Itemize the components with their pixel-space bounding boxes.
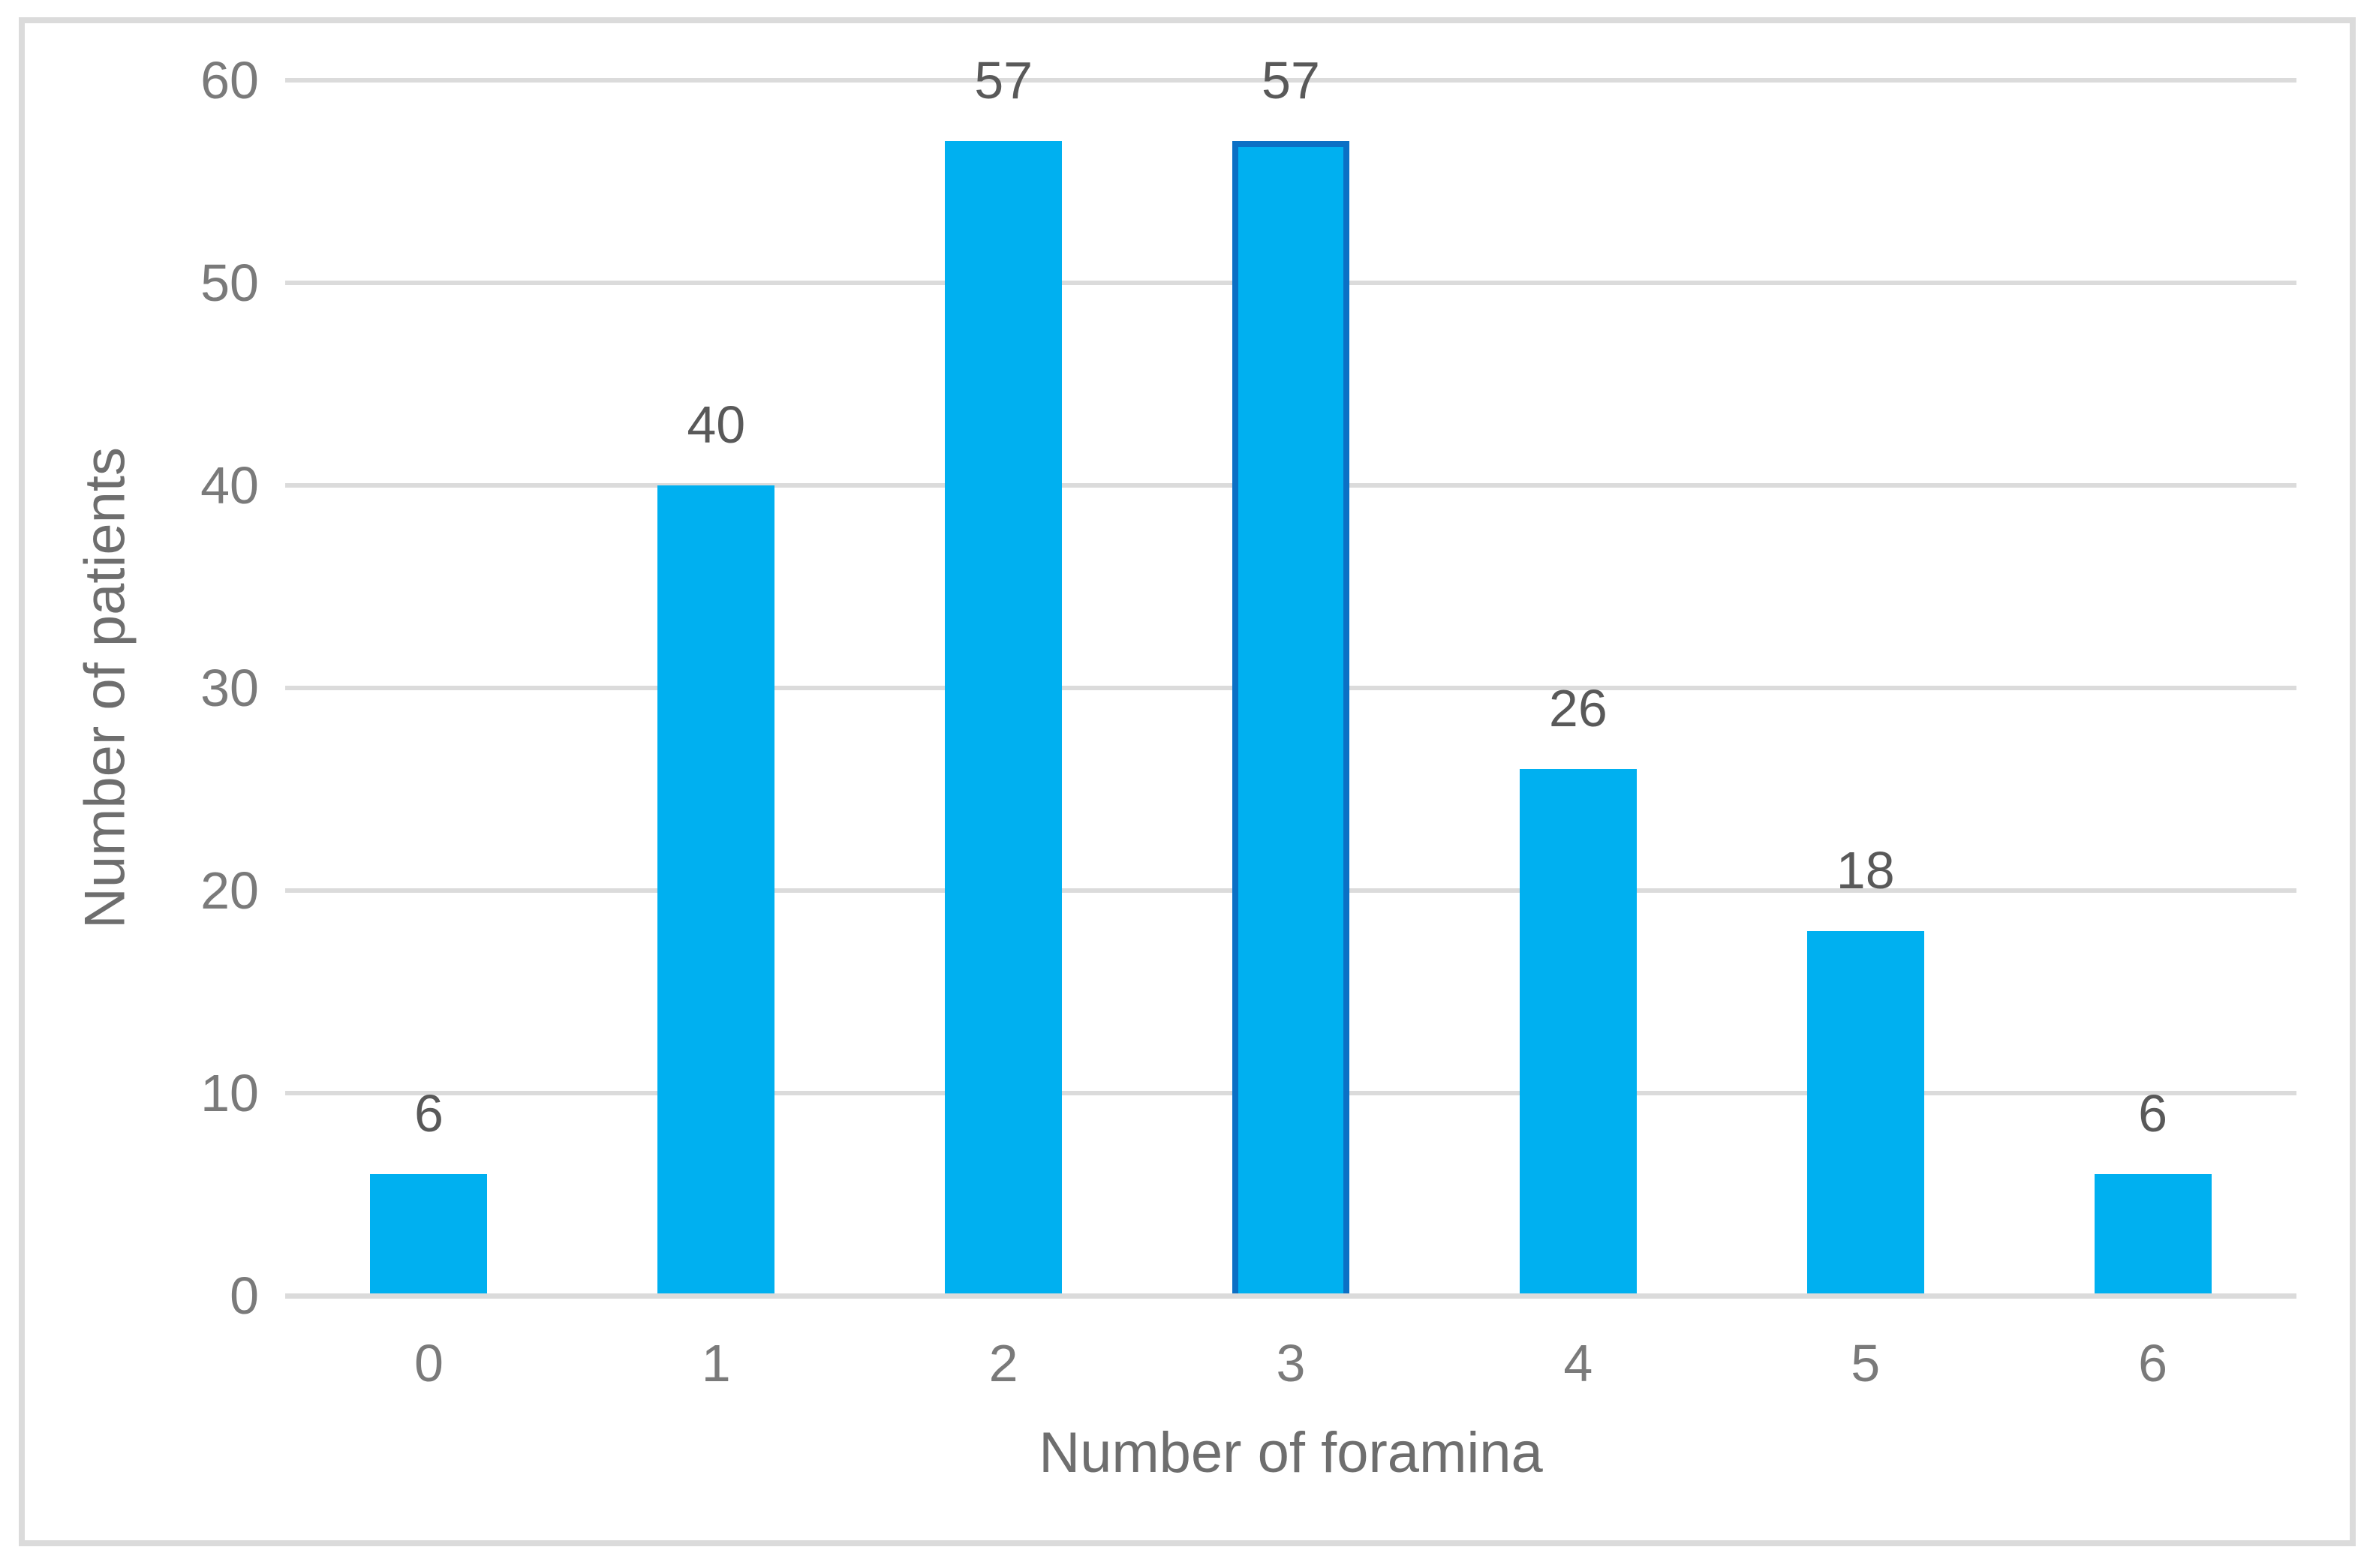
data-label-1: 40 (687, 395, 746, 454)
gridline-y-0 (285, 1293, 2296, 1299)
data-label-4: 26 (1548, 679, 1608, 737)
gridline-y-60 (285, 78, 2296, 83)
bar-category-2[interactable] (945, 141, 1063, 1296)
bar-category-4[interactable] (1519, 769, 1637, 1296)
y-tick-label-50: 50 (200, 254, 259, 312)
plot-area: 6 40 57 57 26 18 6 (285, 53, 2296, 1299)
y-tick-label-0: 0 (230, 1266, 259, 1325)
y-tick-label-20: 20 (200, 861, 259, 920)
x-tick-label-5: 5 (1851, 1334, 1881, 1392)
figure-border (19, 17, 2356, 1546)
bar-category-0[interactable] (370, 1174, 488, 1296)
x-tick-label-2: 2 (988, 1334, 1018, 1392)
x-tick-label-4: 4 (1563, 1334, 1593, 1392)
x-tick-label-6: 6 (2138, 1334, 2168, 1392)
x-tick-label-3: 3 (1276, 1334, 1306, 1392)
x-tick-label-1: 1 (701, 1334, 731, 1392)
x-tick-label-0: 0 (414, 1334, 444, 1392)
data-label-3: 57 (1262, 51, 1320, 110)
bar-category-5[interactable] (1806, 931, 1924, 1296)
bar-category-1[interactable] (657, 485, 775, 1296)
data-label-2: 57 (974, 51, 1033, 110)
bar-category-3[interactable] (1232, 141, 1349, 1296)
data-label-0: 6 (414, 1084, 444, 1143)
data-label-5: 18 (1836, 841, 1895, 900)
y-tick-label-10: 10 (200, 1064, 259, 1122)
y-tick-label-30: 30 (200, 659, 259, 717)
x-axis-title: Number of foramina (1039, 1421, 1543, 1485)
data-label-6: 6 (2138, 1084, 2168, 1143)
y-tick-label-60: 60 (200, 51, 259, 110)
bar-category-6[interactable] (2094, 1174, 2212, 1296)
y-tick-label-40: 40 (200, 456, 259, 515)
